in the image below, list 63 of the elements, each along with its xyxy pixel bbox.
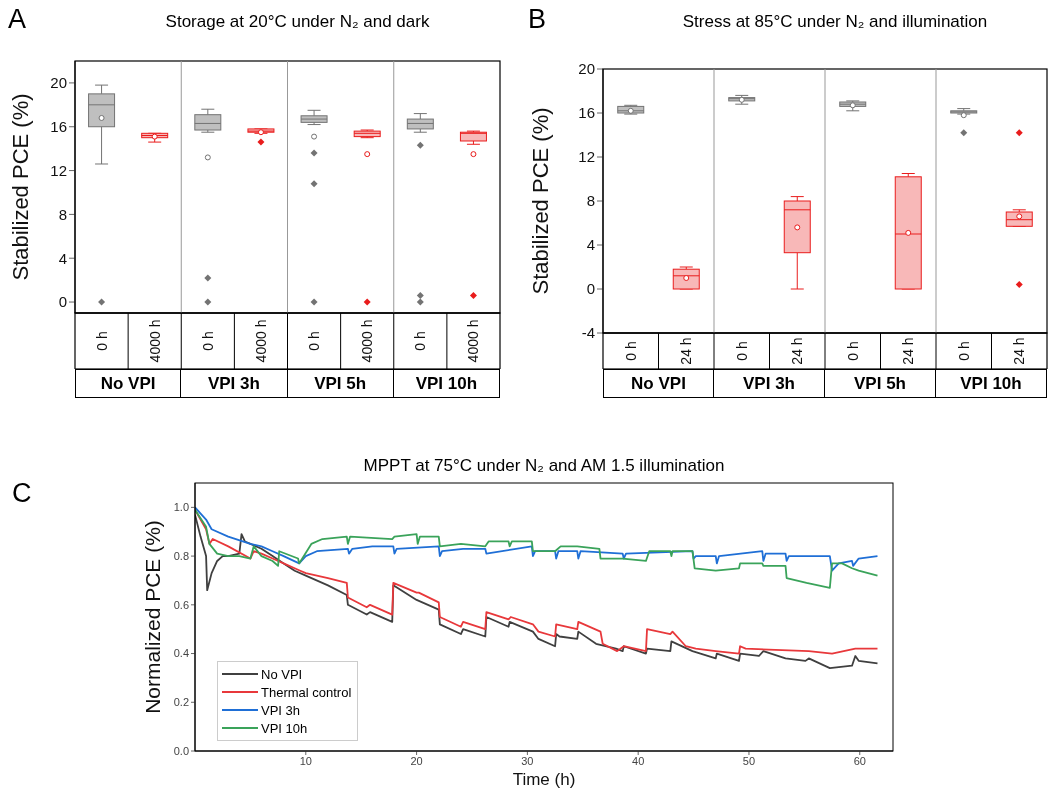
x-tick-label: 4000 h [252,319,269,363]
text: VPI 3h [181,369,288,398]
x-tick-label: 0 h [733,341,750,361]
x-tick-label: 10 [299,754,312,767]
y-axis-title: Normalized PCE (%) [141,520,165,714]
x-axis-title: Time (h) [512,770,576,789]
x-tick-label: 0 h [412,331,429,351]
y-axis-title: Stabilized PCE (%) [527,107,553,295]
text: No VPI [75,369,182,398]
text: C [12,478,32,509]
x-tick-label: 20 [410,754,423,767]
x-tick-label: 40 [632,754,645,767]
x-tick-label: 0 h [844,341,861,361]
chart-title: Storage at 20°C under N₂ and dark [164,12,431,32]
y-tick-label: 12 [578,148,595,166]
text: B [528,4,547,35]
y-tick-label: 12 [50,161,67,179]
y-axis-title: Stabilized PCE (%) [7,93,33,281]
x-tick-label: 0 h [199,331,216,351]
x-tick-label: 0 h [955,341,972,361]
chart-title: Stress at 85°C under N₂ and illumination [681,12,989,32]
y-tick-label: 1.0 [173,501,189,514]
y-tick-label: 8 [58,205,67,223]
x-tick-label: 0 h [306,331,323,351]
x-tick-label: 30 [521,754,534,767]
y-tick-label: 0.6 [173,598,189,611]
y-tick-label: 0 [58,293,67,311]
y-tick-label: 0.4 [173,647,189,660]
x-tick-label: 24 h [900,337,917,365]
text: A [8,4,27,35]
y-tick-label: 4 [58,249,67,267]
x-tick-label: 50 [742,754,756,767]
y-tick-label: 16 [578,104,595,122]
x-tick-label: 60 [853,754,866,767]
legend-label: No VPI [261,666,303,682]
x-tick-label: 0 h [622,341,639,361]
x-tick-label: 24 h [789,337,806,365]
text: VPI 5h [825,369,936,398]
y-tick-label: 20 [50,74,67,92]
x-tick-label: 0 h [93,331,110,351]
chart-title: MPPT at 75°C under N₂ and AM 1.5 illumination [362,456,726,476]
y-tick-label: 0.0 [173,744,189,757]
text: VPI 10h [936,369,1047,398]
legend-label: VPI 10h [261,720,308,736]
text: VPI 10h [393,369,500,398]
text: VPI 3h [714,369,825,398]
legend-label: Thermal control [261,684,352,700]
x-tick-label: 4000 h [465,319,482,363]
x-tick-label: 4000 h [146,319,163,363]
legend-label: VPI 3h [261,702,301,718]
y-tick-label: 0.8 [173,550,189,562]
y-tick-label: 20 [578,60,595,78]
x-tick-label: 4000 h [359,319,376,363]
y-tick-label: 0 [586,280,595,298]
y-tick-label: 4 [586,236,595,254]
y-tick-label: 0.2 [173,696,189,709]
text: VPI 5h [287,369,394,398]
x-tick-label: 24 h [1011,337,1028,365]
y-tick-label: -4 [581,324,595,342]
y-tick-label: 8 [586,192,595,210]
y-tick-label: 16 [50,118,67,136]
x-tick-label: 24 h [678,337,695,365]
text: No VPI [603,369,714,398]
